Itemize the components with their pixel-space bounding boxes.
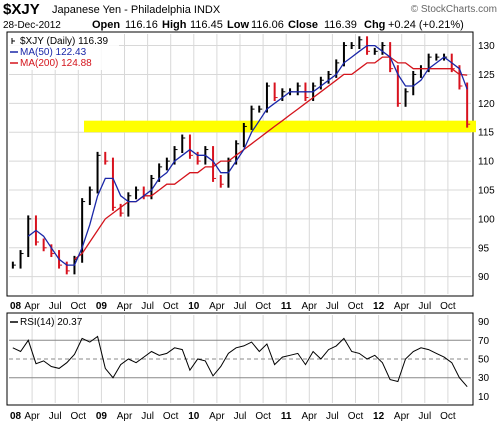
ohlc-quote: Open 116.16 High 116.45 Low 116.06 Close… bbox=[92, 19, 464, 31]
x-tick-label: Apr bbox=[394, 411, 410, 422]
x-tick-label: 12 bbox=[373, 411, 385, 422]
instrument-name: Japanese Yen - Philadelphia INDX bbox=[52, 4, 221, 16]
x-tick-label: Apr bbox=[24, 301, 40, 312]
ticker-symbol: $XJY bbox=[3, 1, 40, 18]
rsi-y-tick-label: 10 bbox=[478, 392, 490, 403]
x-tick-label: Oct bbox=[163, 411, 179, 422]
legend-entry: MA(50) 122.43 bbox=[20, 47, 87, 58]
rsi-panel: 10 30 50 70 90 RSI(14) 20.37 bbox=[6, 312, 490, 406]
x-tick-label: 11 bbox=[281, 411, 292, 422]
y-tick-label: 120 bbox=[478, 99, 495, 110]
x-tick-label: Apr bbox=[209, 301, 225, 312]
support-highlight-band bbox=[84, 120, 476, 133]
x-tick-label: 09 bbox=[96, 411, 108, 422]
x-tick-label: Oct bbox=[255, 411, 271, 422]
x-tick-label: 11 bbox=[281, 301, 292, 312]
close-label: Close bbox=[288, 19, 318, 31]
x-tick-label: Oct bbox=[255, 301, 271, 312]
x-tick-label: 12 bbox=[373, 301, 385, 312]
rsi-y-axis: 10 30 50 70 90 bbox=[478, 317, 490, 403]
rsi-x-axis: 08 Apr Jul Oct 09 Apr Jul Oct 10 Apr Jul Oct 11 Apr Ju… bbox=[10, 411, 456, 422]
rsi-y-tick-label: 70 bbox=[478, 336, 490, 347]
open-value: 116.16 bbox=[125, 19, 158, 31]
x-tick-label: 08 bbox=[10, 411, 22, 422]
x-tick-label: Apr bbox=[117, 411, 133, 422]
x-tick-label: Oct bbox=[348, 411, 364, 422]
quote-date: 28-Dec-2012 bbox=[3, 20, 61, 31]
x-tick-label: Jul bbox=[418, 301, 431, 312]
x-tick-label: Apr bbox=[302, 411, 318, 422]
x-tick-label: Jul bbox=[234, 411, 247, 422]
x-tick-label: Jul bbox=[326, 301, 339, 312]
low-value: 116.06 bbox=[251, 19, 284, 31]
y-tick-label: 105 bbox=[478, 186, 495, 197]
x-tick-label: Oct bbox=[163, 301, 179, 312]
chart-header: $XJY Japanese Yen - Philadelphia INDX © … bbox=[3, 1, 497, 31]
legend-entry: $XJY (Daily) 116.39 bbox=[20, 36, 108, 47]
x-tick-label: Oct bbox=[71, 411, 87, 422]
y-tick-label: 90 bbox=[478, 272, 490, 283]
x-tick-label: Apr bbox=[209, 411, 225, 422]
x-tick-label: Apr bbox=[117, 301, 133, 312]
y-tick-label: 100 bbox=[478, 214, 495, 225]
rsi-y-tick-label: 30 bbox=[478, 373, 490, 384]
x-tick-label: Oct bbox=[348, 301, 364, 312]
price-panel: 90 95 100 105 110 115 120 125 130 $XJY (Daily) 1… bbox=[6, 31, 495, 297]
y-tick-label: 115 bbox=[478, 128, 494, 139]
ma50-line bbox=[27, 44, 468, 266]
x-tick-label: 10 bbox=[188, 411, 200, 422]
rsi-y-tick-label: 90 bbox=[478, 317, 490, 328]
x-tick-label: Jul bbox=[49, 411, 62, 422]
low-label: Low bbox=[227, 19, 249, 31]
watermark: © StockCharts.com bbox=[411, 4, 497, 15]
x-tick-label: Apr bbox=[24, 411, 40, 422]
chg-label: Chg bbox=[364, 19, 385, 31]
y-tick-label: 130 bbox=[478, 41, 495, 52]
x-tick-label: Oct bbox=[440, 411, 456, 422]
x-tick-label: Oct bbox=[71, 301, 87, 312]
x-tick-label: 09 bbox=[96, 301, 108, 312]
x-tick-label: Jul bbox=[418, 411, 431, 422]
x-tick-label: Oct bbox=[440, 301, 456, 312]
x-tick-label: Apr bbox=[394, 301, 410, 312]
rsi-y-tick-label: 50 bbox=[478, 355, 490, 366]
price-legend-backdrop bbox=[9, 34, 119, 70]
rsi-legend-entry: RSI(14) 20.37 bbox=[20, 317, 83, 328]
rsi-legend: RSI(14) 20.37 bbox=[10, 317, 83, 328]
y-tick-label: 125 bbox=[478, 70, 495, 81]
high-value: 116.45 bbox=[190, 19, 223, 31]
price-x-axis: 08 Apr Jul Oct 09 Apr Jul Oct 10 Apr Jul Oct 11 Apr Ju… bbox=[10, 301, 456, 312]
legend-entry: MA(200) 124.88 bbox=[20, 58, 92, 69]
x-tick-label: Jul bbox=[141, 301, 154, 312]
x-tick-label: Jul bbox=[234, 301, 247, 312]
y-tick-label: 95 bbox=[478, 243, 490, 254]
x-tick-label: Jul bbox=[326, 411, 339, 422]
x-tick-label: 10 bbox=[188, 301, 200, 312]
x-tick-label: Jul bbox=[141, 411, 154, 422]
y-tick-label: 110 bbox=[478, 157, 494, 168]
high-label: High bbox=[162, 19, 187, 31]
rsi-grid bbox=[9, 315, 471, 403]
rsi-line bbox=[12, 335, 468, 388]
open-label: Open bbox=[92, 19, 120, 31]
chg-value: +0.24 (+0.21%) bbox=[388, 19, 464, 31]
x-tick-label: Apr bbox=[302, 301, 318, 312]
x-tick-label: Jul bbox=[49, 301, 62, 312]
close-value: 116.39 bbox=[324, 19, 357, 31]
x-tick-label: 08 bbox=[10, 301, 22, 312]
price-y-axis: 90 95 100 105 110 115 120 125 130 bbox=[478, 41, 495, 283]
